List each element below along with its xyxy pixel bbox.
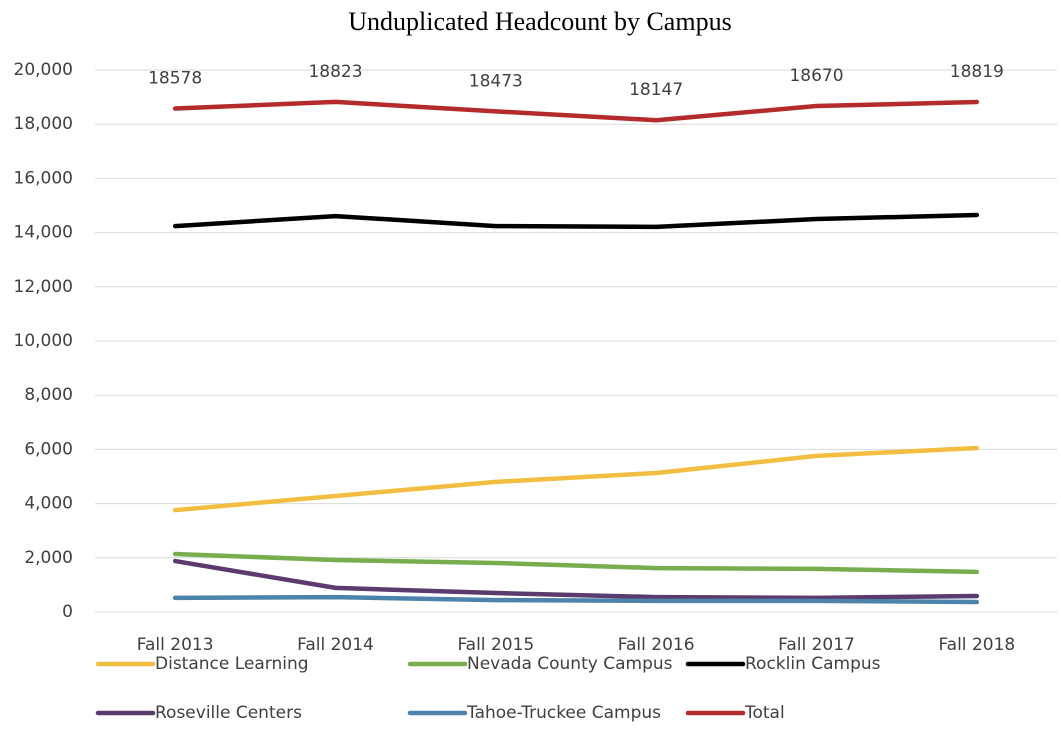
- y-tick-label: 6,000: [24, 439, 73, 459]
- x-tick-label: Fall 2014: [297, 635, 374, 655]
- data-label: 18823: [308, 62, 362, 82]
- series-line: [172, 445, 980, 513]
- series-line: [172, 594, 980, 605]
- data-label: 18473: [469, 71, 523, 91]
- y-tick-label: 20,000: [14, 60, 73, 80]
- x-tick-label: Fall 2018: [938, 635, 1015, 655]
- legend-label: Tahoe-Truckee Campus: [466, 703, 661, 723]
- y-tick-label: 14,000: [14, 223, 73, 243]
- series-line: [172, 99, 980, 123]
- legend-label: Rocklin Campus: [745, 654, 881, 674]
- series-line: [172, 558, 980, 601]
- x-tick-label: Fall 2013: [137, 635, 214, 655]
- legend-label: Total: [744, 703, 785, 723]
- legend-label: Distance Learning: [155, 654, 309, 674]
- y-tick-label: 2,000: [24, 548, 73, 568]
- legend-label: Nevada County Campus: [467, 654, 673, 674]
- series-line: [172, 212, 980, 230]
- data-label: 18819: [950, 62, 1004, 82]
- series-line: [172, 551, 980, 575]
- y-tick-label: 10,000: [14, 331, 73, 351]
- y-tick-label: 0: [62, 602, 73, 622]
- y-tick-label: 12,000: [14, 277, 73, 297]
- y-tick-label: 8,000: [24, 385, 73, 405]
- x-tick-label: Fall 2016: [618, 635, 695, 655]
- data-label: 18670: [789, 66, 843, 86]
- chart-title: Unduplicated Headcount by Campus: [348, 7, 731, 36]
- y-tick-label: 4,000: [24, 494, 73, 514]
- x-tick-label: Fall 2015: [457, 635, 534, 655]
- y-tick-label: 16,000: [14, 168, 73, 188]
- data-label: 18147: [629, 80, 683, 100]
- y-tick-label: 18,000: [14, 114, 73, 134]
- legend-label: Roseville Centers: [155, 703, 302, 723]
- x-tick-label: Fall 2017: [778, 635, 855, 655]
- data-label: 18578: [148, 69, 202, 89]
